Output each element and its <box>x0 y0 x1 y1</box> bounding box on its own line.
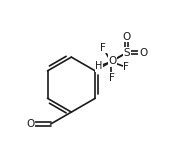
Text: O: O <box>139 48 147 58</box>
Text: F: F <box>100 43 106 53</box>
Text: O: O <box>123 32 131 42</box>
Text: F: F <box>109 73 115 83</box>
Text: F: F <box>123 61 129 71</box>
Text: O: O <box>108 56 116 66</box>
Text: H: H <box>95 61 102 71</box>
Text: S: S <box>124 48 130 58</box>
Text: O: O <box>26 119 35 129</box>
